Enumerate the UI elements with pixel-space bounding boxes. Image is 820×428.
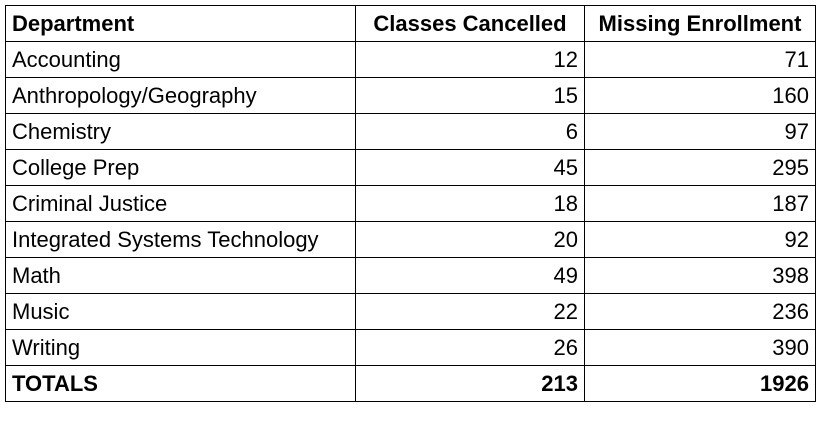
- cell-missing-enrollment: 160: [584, 77, 816, 114]
- cell-classes-cancelled: 15: [355, 77, 585, 114]
- cell-classes-cancelled: 12: [355, 41, 585, 78]
- cell-department: Accounting: [5, 41, 356, 78]
- cell-department: College Prep: [5, 149, 356, 186]
- cell-classes-cancelled: 20: [355, 221, 585, 258]
- header-classes-cancelled: Classes Cancelled: [355, 5, 585, 42]
- table-row: Anthropology/Geography 15 160: [5, 77, 816, 114]
- table-row: Writing 26 390: [5, 329, 816, 366]
- cell-classes-cancelled: 49: [355, 257, 585, 294]
- table-row: Accounting 12 71: [5, 41, 816, 78]
- totals-label: TOTALS: [5, 365, 356, 402]
- table-row: Criminal Justice 18 187: [5, 185, 816, 222]
- cell-department: Writing: [5, 329, 356, 366]
- cell-classes-cancelled: 45: [355, 149, 585, 186]
- table-row: Music 22 236: [5, 293, 816, 330]
- totals-classes-cancelled: 213: [355, 365, 585, 402]
- table-row: Integrated Systems Technology 20 92: [5, 221, 816, 258]
- cell-department: Criminal Justice: [5, 185, 356, 222]
- header-missing-enrollment: Missing Enrollment: [584, 5, 816, 42]
- table-row: Chemistry 6 97: [5, 113, 816, 150]
- header-department: Department: [5, 5, 356, 42]
- department-table: Department Classes Cancelled Missing Enr…: [5, 5, 816, 402]
- cell-missing-enrollment: 92: [584, 221, 816, 258]
- totals-row: TOTALS 213 1926: [5, 365, 816, 402]
- cell-department: Chemistry: [5, 113, 356, 150]
- cell-classes-cancelled: 18: [355, 185, 585, 222]
- cell-department: Anthropology/Geography: [5, 77, 356, 114]
- totals-missing-enrollment: 1926: [584, 365, 816, 402]
- cell-classes-cancelled: 26: [355, 329, 585, 366]
- cell-department: Music: [5, 293, 356, 330]
- cell-missing-enrollment: 398: [584, 257, 816, 294]
- cell-missing-enrollment: 97: [584, 113, 816, 150]
- cell-department: Integrated Systems Technology: [5, 221, 356, 258]
- cell-department: Math: [5, 257, 356, 294]
- cell-missing-enrollment: 71: [584, 41, 816, 78]
- table-row: College Prep 45 295: [5, 149, 816, 186]
- table-header-row: Department Classes Cancelled Missing Enr…: [5, 5, 816, 42]
- cell-missing-enrollment: 390: [584, 329, 816, 366]
- cell-classes-cancelled: 22: [355, 293, 585, 330]
- cell-classes-cancelled: 6: [355, 113, 585, 150]
- cell-missing-enrollment: 236: [584, 293, 816, 330]
- cell-missing-enrollment: 187: [584, 185, 816, 222]
- cell-missing-enrollment: 295: [584, 149, 816, 186]
- table-row: Math 49 398: [5, 257, 816, 294]
